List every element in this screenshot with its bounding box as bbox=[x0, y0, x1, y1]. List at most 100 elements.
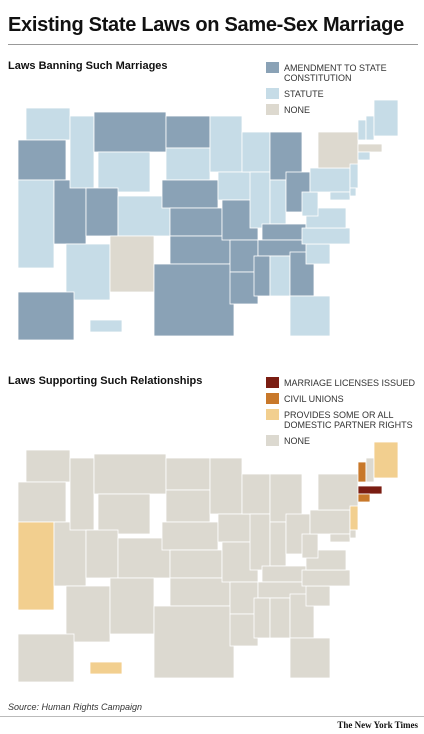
state bbox=[357, 143, 383, 153]
state bbox=[261, 223, 307, 241]
legend-label: PROVIDES SOME OR ALL DOMESTIC PARTNER RI… bbox=[284, 410, 413, 430]
state bbox=[357, 151, 371, 161]
credit: The New York Times bbox=[337, 720, 418, 730]
state bbox=[161, 179, 219, 209]
state bbox=[169, 577, 231, 607]
state bbox=[373, 441, 399, 479]
state bbox=[253, 597, 271, 639]
state bbox=[93, 453, 167, 495]
state bbox=[301, 533, 319, 559]
state bbox=[305, 585, 331, 607]
legend-item: MARRIAGE LICENSES ISSUED bbox=[266, 377, 422, 388]
state bbox=[65, 585, 111, 643]
state bbox=[209, 457, 243, 515]
state bbox=[169, 207, 223, 237]
legend-item: AMENDMENT TO STATE CONSTITUTION bbox=[266, 62, 422, 83]
state bbox=[329, 191, 351, 201]
rule bbox=[8, 44, 418, 45]
state bbox=[117, 195, 171, 237]
state bbox=[69, 115, 95, 189]
state bbox=[85, 529, 119, 579]
state bbox=[109, 577, 155, 635]
state bbox=[165, 115, 211, 149]
state bbox=[365, 457, 375, 483]
state bbox=[349, 529, 357, 539]
state bbox=[165, 489, 211, 523]
state bbox=[17, 521, 55, 611]
state bbox=[269, 255, 291, 297]
legend-item: PROVIDES SOME OR ALL DOMESTIC PARTNER RI… bbox=[266, 409, 422, 430]
legend-label: CIVIL UNIONS bbox=[284, 394, 344, 404]
state bbox=[85, 187, 119, 237]
state bbox=[241, 131, 271, 173]
state bbox=[305, 243, 331, 265]
legend-swatch bbox=[266, 88, 279, 99]
state bbox=[17, 179, 55, 269]
state bbox=[309, 509, 351, 535]
state bbox=[53, 521, 87, 587]
state bbox=[17, 291, 75, 341]
state bbox=[317, 473, 359, 511]
state bbox=[349, 187, 357, 197]
state bbox=[89, 661, 123, 675]
state bbox=[357, 461, 367, 483]
legend: MARRIAGE LICENSES ISSUED CIVIL UNIONS PROV… bbox=[266, 377, 422, 451]
state bbox=[241, 473, 271, 515]
state bbox=[357, 119, 367, 141]
state bbox=[269, 521, 287, 567]
state bbox=[17, 481, 67, 523]
legend-label: STATUTE bbox=[284, 89, 324, 99]
state bbox=[309, 167, 351, 193]
state bbox=[269, 179, 287, 225]
state bbox=[373, 99, 399, 137]
state bbox=[17, 139, 67, 181]
state bbox=[217, 513, 255, 543]
legend-label: AMENDMENT TO STATE CONSTITUTION bbox=[284, 63, 387, 83]
state bbox=[357, 485, 383, 495]
state bbox=[329, 533, 351, 543]
state bbox=[165, 457, 211, 491]
legend-item: CIVIL UNIONS bbox=[266, 393, 422, 404]
legend-swatch bbox=[266, 104, 279, 115]
state bbox=[253, 255, 271, 297]
legend: AMENDMENT TO STATE CONSTITUTION STATUTE NO… bbox=[266, 62, 422, 120]
state bbox=[229, 613, 259, 647]
state bbox=[89, 319, 123, 333]
state bbox=[289, 295, 331, 337]
legend-swatch bbox=[266, 62, 279, 73]
state bbox=[301, 191, 319, 217]
state bbox=[161, 521, 219, 551]
state bbox=[261, 565, 307, 583]
state bbox=[109, 235, 155, 293]
rule bbox=[0, 716, 424, 717]
state bbox=[249, 513, 271, 571]
state bbox=[317, 131, 359, 169]
map-subtitle: Laws Supporting Such Relationships bbox=[8, 375, 203, 387]
state bbox=[97, 493, 151, 535]
state bbox=[165, 147, 211, 181]
state bbox=[25, 107, 71, 141]
state bbox=[301, 569, 351, 587]
state bbox=[169, 549, 223, 579]
state bbox=[229, 239, 259, 273]
state bbox=[153, 263, 235, 337]
state bbox=[93, 111, 167, 153]
state bbox=[249, 171, 271, 229]
legend-item: NONE bbox=[266, 435, 422, 446]
state bbox=[365, 115, 375, 141]
state bbox=[97, 151, 151, 193]
title: Existing State Laws on Same-Sex Marriage bbox=[8, 14, 404, 36]
legend-swatch bbox=[266, 409, 279, 420]
state bbox=[53, 179, 87, 245]
legend-label: NONE bbox=[284, 105, 311, 115]
legend-swatch bbox=[266, 435, 279, 446]
legend-swatch bbox=[266, 393, 279, 404]
state bbox=[209, 115, 243, 173]
state bbox=[349, 163, 359, 189]
state bbox=[65, 243, 111, 301]
map-subtitle: Laws Banning Such Marriages bbox=[8, 60, 168, 72]
state bbox=[289, 637, 331, 679]
state bbox=[169, 235, 231, 265]
